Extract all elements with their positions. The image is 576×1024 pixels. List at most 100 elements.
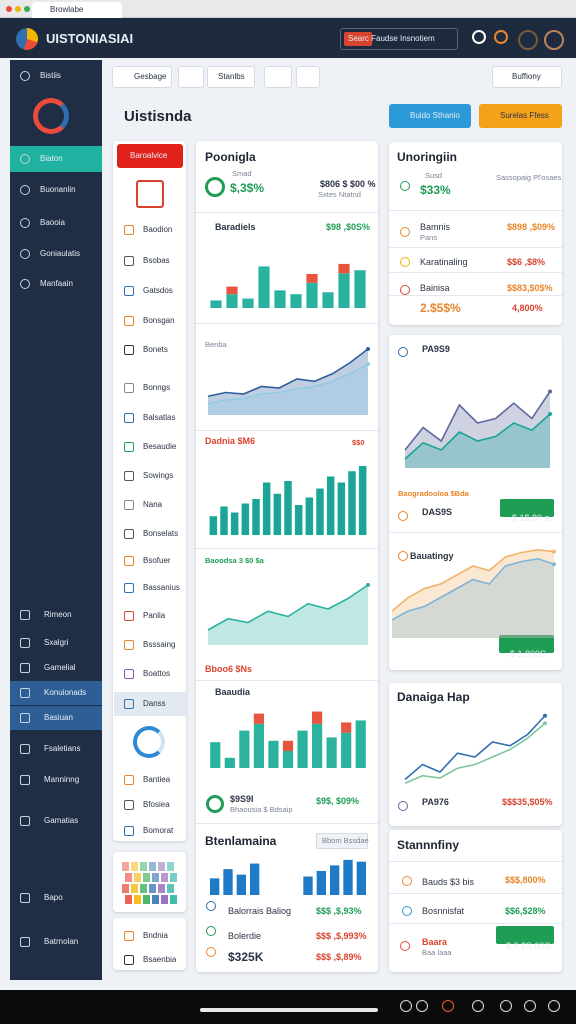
icon [400, 181, 410, 191]
list-item[interactable]: Bonsgan [143, 316, 175, 325]
sidebar-item[interactable]: Konuionads [44, 688, 87, 697]
center-text: $325K [228, 950, 264, 964]
divider [196, 323, 378, 324]
sidebar-item[interactable]: Gamelial [44, 663, 76, 672]
sidebar-item[interactable]: Gamatias [44, 816, 79, 825]
header-icon[interactable] [494, 30, 508, 44]
list-item[interactable]: Bsobas [143, 256, 170, 265]
center-text: $$$ ,$,89% [316, 952, 362, 962]
list-item[interactable]: Danss [143, 699, 166, 708]
taskbar-icon[interactable] [442, 1000, 454, 1012]
right-text: 4,800% [512, 303, 543, 313]
toolbar-button[interactable] [296, 66, 320, 88]
action-button[interactable] [499, 635, 554, 653]
right-text: $ 1$ 80 a [512, 513, 550, 523]
toolbar-button-text: Gesbage [134, 72, 167, 81]
sidebar-item[interactable]: Bistiis [40, 71, 61, 80]
center-text: Baradiels [215, 222, 256, 232]
list-item[interactable]: Bonselats [143, 529, 179, 538]
taskbar-icon[interactable] [524, 1000, 536, 1012]
list-item[interactable]: Bsaenbia [143, 955, 177, 964]
heatmap-cell [131, 884, 138, 893]
sidebar-item[interactable]: Manfaain [40, 279, 73, 288]
list-item[interactable]: Bassanius [143, 583, 180, 592]
sidebar-item[interactable]: Rimeon [44, 610, 72, 619]
list-item[interactable]: Nana [143, 500, 163, 509]
taskbar-icon[interactable] [400, 1000, 412, 1012]
heatmap-cell [125, 895, 132, 904]
right-text: Unoringiin [397, 150, 457, 164]
list-item[interactable]: Gatsdos [143, 286, 173, 295]
sidebar-item[interactable]: Sxalgri [44, 638, 69, 647]
sidebar-item[interactable]: Baooia [40, 218, 65, 227]
sidebar-item[interactable]: Goniaulatis [40, 249, 81, 258]
right-text: Baa laaa [422, 948, 452, 957]
sidebar-item[interactable]: Buonanlin [40, 185, 76, 194]
taskbar-icon[interactable] [472, 1000, 484, 1012]
list-item[interactable]: Besaudie [143, 442, 177, 451]
action-button[interactable] [496, 926, 554, 944]
action-button[interactable] [500, 499, 554, 517]
right-text: Baogradooloa $Bda [398, 489, 469, 498]
toolbar-button[interactable] [264, 66, 292, 88]
sidebar-item[interactable]: Basiuan [44, 713, 73, 722]
center-text: $$$ ,$,93% [316, 906, 362, 916]
list-item[interactable]: Baodion [143, 225, 173, 234]
list-item[interactable]: Bonets [143, 345, 168, 354]
list-item[interactable]: Sowings [143, 471, 174, 480]
sidebar-item[interactable]: Bapo [44, 893, 63, 902]
taskbar-icon[interactable] [548, 1000, 560, 1012]
list-item[interactable]: Bomorat [143, 826, 174, 835]
icon [20, 610, 30, 620]
browser-bar [0, 0, 576, 18]
icon [124, 383, 134, 393]
toolbar-search[interactable] [492, 66, 562, 88]
sidebar-item[interactable]: Manninng [44, 775, 80, 784]
list-item[interactable]: Bfosiea [143, 800, 170, 809]
toolbar-button[interactable] [207, 66, 255, 88]
right-text: $$6 ,$8% [507, 257, 546, 267]
right-text: $$83,$0$% [507, 283, 553, 293]
filter-button[interactable] [316, 833, 368, 849]
window-dot [24, 6, 30, 12]
list-item[interactable]: Balsatlas [143, 413, 176, 422]
header-icon[interactable] [472, 30, 486, 44]
toolbar-button[interactable] [112, 66, 172, 88]
center-text: Poonigla [205, 150, 256, 164]
icon [124, 529, 134, 539]
icon [400, 257, 410, 267]
secondary-button[interactable] [479, 104, 562, 128]
highlight-item [10, 706, 102, 730]
list-item[interactable]: Boattos [143, 669, 171, 678]
bottom-bar [0, 990, 576, 1024]
list-item[interactable]: Panlia [143, 611, 166, 620]
avatar[interactable] [518, 30, 538, 50]
list-card [113, 141, 186, 841]
toolbar-button[interactable] [178, 66, 204, 88]
taskbar-icon[interactable] [416, 1000, 428, 1012]
right-text: Bosnnisfat [422, 906, 465, 916]
list-item[interactable]: Bndnia [143, 931, 168, 940]
list-image [136, 180, 164, 208]
right-text: $$$35,$05% [502, 797, 553, 807]
center-text: Smad [232, 169, 252, 178]
button-text: Baroalvice [130, 151, 168, 160]
sidebar-item[interactable]: Fsaletians [44, 744, 81, 753]
toolbar-button-text: Stanlbs [218, 72, 245, 81]
list-button[interactable] [117, 144, 183, 168]
avatar[interactable] [544, 30, 564, 50]
list-item[interactable]: Bsofuer [143, 556, 171, 565]
list-item[interactable]: Bonngs [143, 383, 171, 392]
icon [20, 185, 30, 195]
primary-button[interactable] [389, 104, 471, 128]
heatmap-cell [134, 873, 141, 882]
sidebar-item[interactable]: Batrnolan [44, 937, 79, 946]
donut [133, 726, 165, 758]
list-item[interactable]: Bantiea [143, 775, 171, 784]
icon [20, 775, 30, 785]
list-item[interactable]: Bsssaing [143, 640, 176, 649]
taskbar-icon[interactable] [500, 1000, 512, 1012]
sidebar-item[interactable]: Biaton [40, 154, 63, 163]
search-text[interactable]: Searc Faudse Insnotiem [348, 34, 435, 43]
icon [402, 906, 412, 916]
